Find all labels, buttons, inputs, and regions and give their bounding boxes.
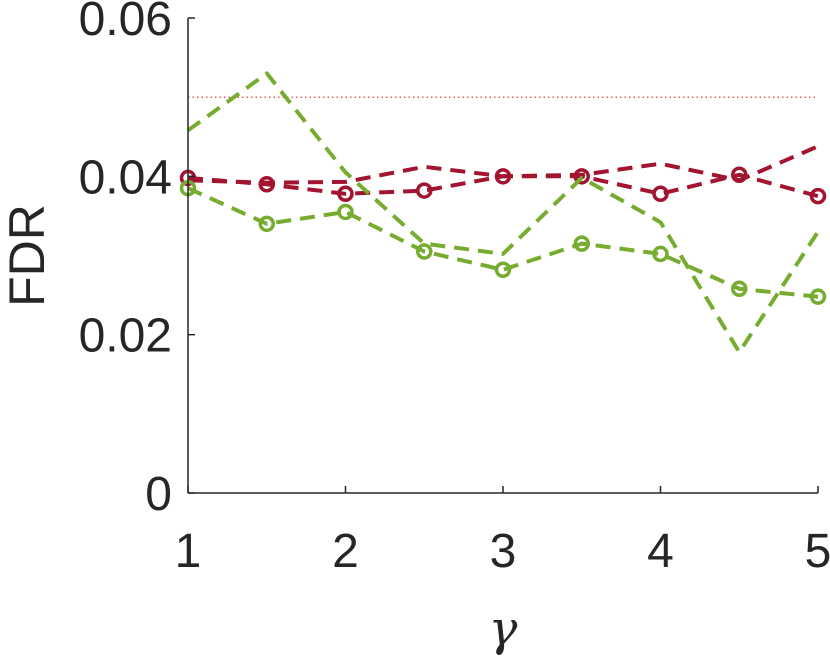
series-2-point-5	[494, 168, 512, 185]
series-4-point-5	[494, 261, 512, 278]
y-axis-title: FDR	[0, 204, 55, 307]
series-2-point-2	[258, 176, 275, 193]
series-2-point-6	[573, 168, 590, 185]
series-4-point-7	[652, 245, 669, 263]
y-tick-label-0: 0	[145, 468, 172, 521]
series-line-3	[186, 71, 820, 355]
series-2-point-9	[809, 187, 827, 205]
series-line-4	[187, 186, 819, 299]
series-2-point-7	[652, 185, 669, 202]
y-tick-label-3: 0.06	[79, 0, 172, 46]
y-tick-label-2: 0.04	[79, 151, 172, 204]
series-4-point-6	[573, 235, 590, 252]
series-4-point-8	[731, 280, 748, 297]
series-4-point-3	[337, 203, 354, 221]
x-tick-label-5: 5	[805, 525, 830, 578]
series-4-point-9	[809, 288, 827, 305]
series-4-point-2	[258, 215, 275, 233]
x-tick-label-1: 1	[175, 525, 202, 578]
x-tick-label-4: 4	[647, 525, 674, 578]
series-line-2	[187, 172, 819, 199]
y-tick-label-1: 0.02	[79, 310, 172, 363]
series-2-point-8	[731, 166, 748, 183]
x-axis-title: γ	[489, 601, 518, 657]
x-tick-label-2: 2	[332, 525, 359, 578]
axes-layer	[187, 17, 819, 494]
series-layer	[179, 71, 827, 355]
series-4-point-4	[416, 243, 433, 260]
x-tick-label-3: 3	[490, 525, 517, 578]
series-2-point-3	[337, 185, 354, 202]
series-2-point-4	[416, 182, 433, 199]
